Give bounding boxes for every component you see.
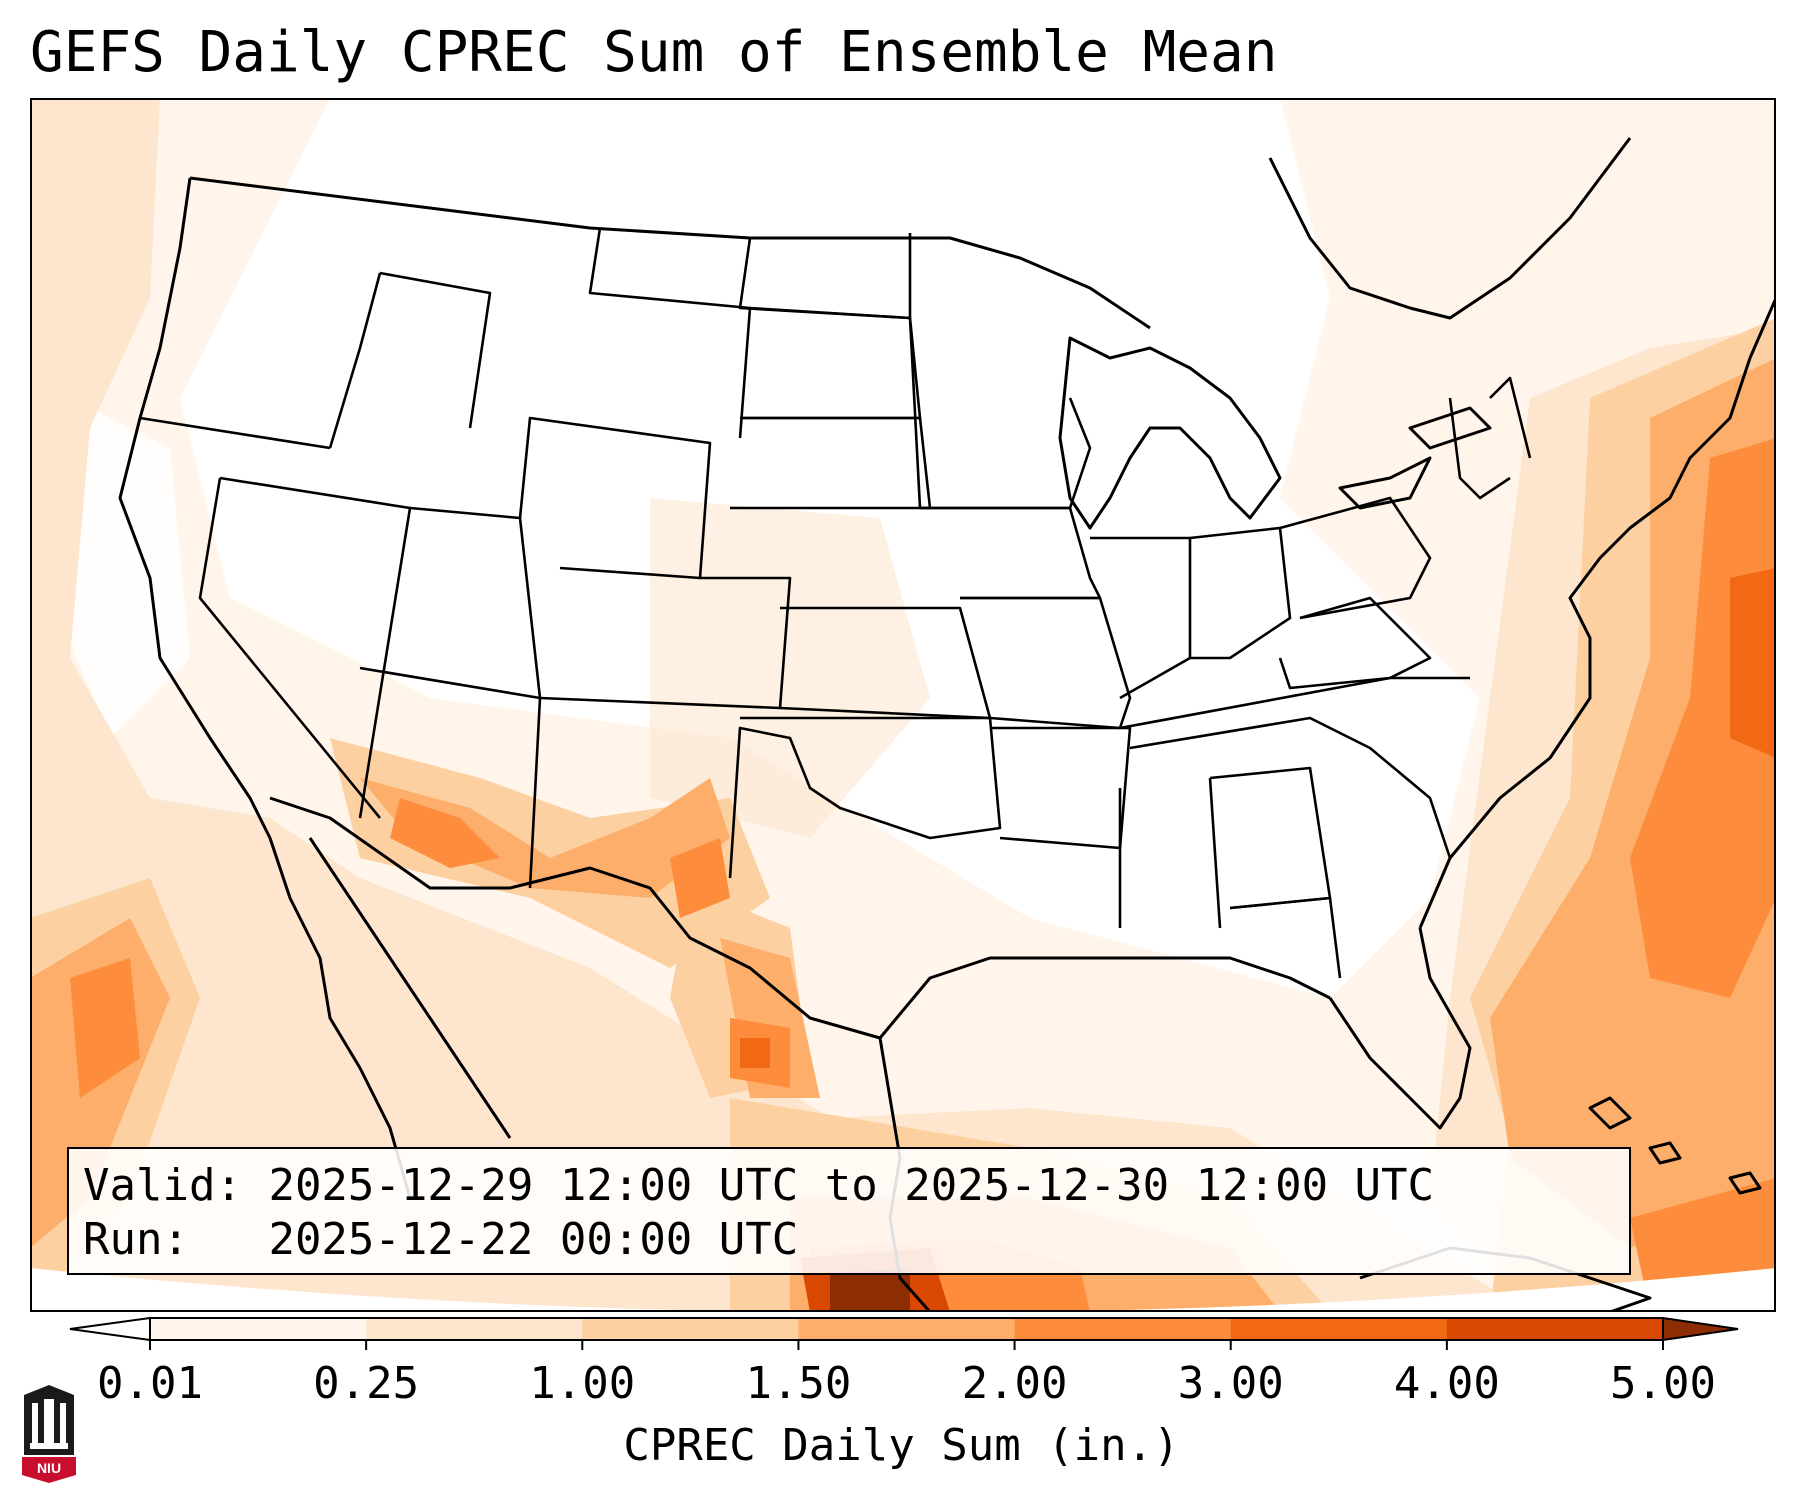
colorbar-tick-label: 2.00 <box>961 1358 1068 1409</box>
precip-field-extreme <box>830 1268 910 1312</box>
precip-map <box>30 98 1776 1312</box>
niu-logo: NIU <box>20 1385 78 1483</box>
colorbar-segment <box>366 1318 583 1340</box>
colorbar-segment <box>1230 1318 1448 1340</box>
colorbar-tick-label: 0.01 <box>97 1358 203 1409</box>
precip-field-strong <box>70 958 140 1098</box>
valid-time: 2025-12-29 12:00 UTC to 2025-12-30 12:00… <box>268 1160 1435 1211</box>
precip-field-light <box>30 98 1530 1312</box>
precip-field-medium <box>330 738 770 968</box>
run-time: 2025-12-22 00:00 UTC <box>268 1214 799 1265</box>
colorbar-segment <box>1014 1318 1232 1340</box>
colorbar-under-arrow <box>69 1316 151 1342</box>
logo-text: NIU <box>36 1460 62 1476</box>
run-label: Run: <box>83 1214 189 1265</box>
colorbar-segment <box>1446 1318 1664 1340</box>
colorbar-segment <box>798 1318 1016 1340</box>
valid-run-box: Valid: 2025-12-29 12:00 UTC to 2025-12-3… <box>67 1147 1631 1275</box>
colorbar-tick-label: 1.50 <box>745 1358 852 1409</box>
colorbar-tick-label: 5.00 <box>1610 1358 1716 1409</box>
map-domain-edge <box>30 1268 1776 1312</box>
precip-field-extreme <box>1730 568 1776 758</box>
precip-field-light <box>650 498 930 838</box>
precip-field-none <box>60 398 190 738</box>
colorbar-over-arrow <box>1662 1316 1739 1342</box>
precip-field-strong <box>390 798 500 868</box>
valid-label: Valid: <box>83 1160 242 1211</box>
colorbar-segment <box>582 1318 799 1340</box>
precip-field-strong <box>670 838 730 918</box>
precip-field-extreme <box>740 1038 770 1068</box>
colorbar-tick-label: 4.00 <box>1393 1358 1500 1409</box>
colorbar-title: CPREC Daily Sum (in.) <box>623 1420 1180 1471</box>
map-title: GEFS Daily CPREC Sum of Ensemble Mean <box>30 20 1278 85</box>
precip-field-heavy <box>360 778 730 898</box>
colorbar-tick-label: 3.00 <box>1177 1358 1284 1409</box>
colorbar-tick-label: 1.00 <box>529 1358 636 1409</box>
colorbar <box>0 1310 1803 1370</box>
colorbar-segment <box>150 1318 367 1340</box>
colorbar-tick-label: 0.25 <box>313 1358 420 1409</box>
